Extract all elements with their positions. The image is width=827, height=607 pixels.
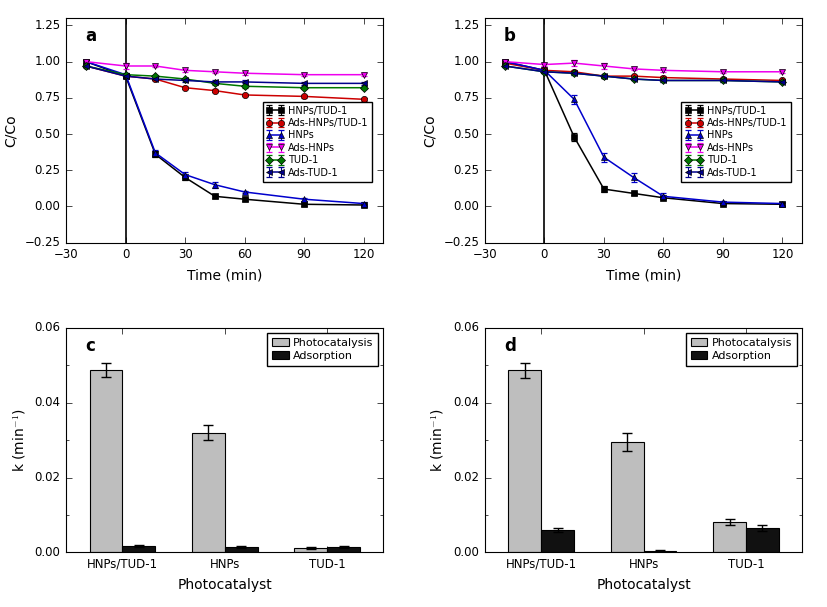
Bar [192, 433, 225, 552]
Legend: HNPs/TUD-1, Ads-HNPs/TUD-1, HNPs, Ads-HNPs, TUD-1, Ads-TUD-1: HNPs/TUD-1, Ads-HNPs/TUD-1, HNPs, Ads-HN… [681, 102, 791, 181]
Bar [509, 370, 541, 552]
X-axis label: Time (min): Time (min) [606, 268, 681, 282]
Y-axis label: k (min$^{-1}$): k (min$^{-1}$) [430, 408, 447, 472]
Y-axis label: C/Co: C/Co [4, 114, 18, 147]
Bar [746, 528, 779, 552]
Text: b: b [504, 27, 516, 45]
Legend: HNPs/TUD-1, Ads-HNPs/TUD-1, HNPs, Ads-HNPs, TUD-1, Ads-TUD-1: HNPs/TUD-1, Ads-HNPs/TUD-1, HNPs, Ads-HN… [262, 102, 372, 181]
X-axis label: Time (min): Time (min) [187, 268, 262, 282]
Bar [611, 442, 643, 552]
Bar [89, 370, 122, 552]
Bar [713, 523, 746, 552]
Y-axis label: k (min$^{-1}$): k (min$^{-1}$) [11, 408, 27, 472]
Bar [327, 547, 360, 552]
Bar [225, 547, 257, 552]
Bar [643, 551, 676, 552]
X-axis label: Photocatalyst: Photocatalyst [178, 578, 272, 592]
X-axis label: Photocatalyst: Photocatalyst [596, 578, 691, 592]
Legend: Photocatalysis, Adsorption: Photocatalysis, Adsorption [267, 333, 378, 365]
Y-axis label: C/Co: C/Co [423, 114, 437, 147]
Bar [122, 546, 155, 552]
Legend: Photocatalysis, Adsorption: Photocatalysis, Adsorption [686, 333, 796, 365]
Text: d: d [504, 337, 516, 355]
Text: c: c [85, 337, 95, 355]
Text: a: a [85, 27, 96, 45]
Bar [294, 548, 327, 552]
Bar [541, 530, 574, 552]
